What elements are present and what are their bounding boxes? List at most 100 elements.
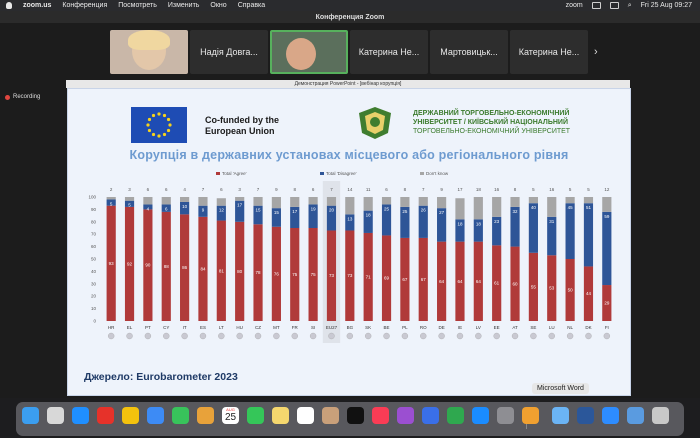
bar-segment (565, 203, 575, 259)
menu-app-name[interactable]: zoom.us (23, 2, 52, 9)
preview-icon[interactable] (552, 407, 569, 424)
zoom-status-icon[interactable]: zoom (565, 2, 583, 9)
y-tick-label: 70 (91, 232, 97, 237)
bar-value-label: 69 (384, 276, 390, 281)
zoom-icon[interactable] (602, 407, 619, 424)
launchpad-icon[interactable] (47, 407, 64, 424)
x-tick-label: SK (365, 325, 371, 330)
bar-value-label: 86 (182, 265, 188, 270)
messages-icon[interactable] (172, 407, 189, 424)
podcasts-icon[interactable] (397, 407, 414, 424)
share-window-title: Демонстрация PowerPoint - [вебінар коруп… (66, 80, 630, 88)
tv-icon[interactable] (347, 407, 364, 424)
settings-icon[interactable] (497, 407, 514, 424)
uni-line-2: УНІВЕРСИТЕТ / КИЇВСЬКИЙ НАЦІОНАЛЬНИЙ (413, 119, 568, 126)
mail-icon[interactable] (147, 407, 164, 424)
bar-value-label: 13 (347, 216, 353, 221)
bar-value-label: 75 (311, 272, 317, 277)
contacts-icon[interactable] (322, 407, 339, 424)
calendar-icon[interactable]: AUG 25 (222, 407, 239, 424)
apple-menu-icon[interactable] (6, 2, 12, 9)
x-tick-label: BE (384, 325, 390, 330)
bar-segment (345, 230, 355, 321)
y-tick-label: 40 (91, 269, 97, 274)
word-icon[interactable] (577, 407, 594, 424)
books-icon[interactable] (522, 407, 539, 424)
numbers-icon[interactable] (447, 407, 464, 424)
keynote-icon[interactable] (422, 407, 439, 424)
eu-star-icon (168, 123, 172, 127)
bar-value-label: 59 (604, 214, 610, 219)
finder-icon[interactable] (22, 407, 39, 424)
wifi-icon[interactable] (609, 2, 619, 9)
chrome-icon[interactable] (122, 407, 139, 424)
country-flag-icon (493, 332, 500, 340)
participant-tile-1[interactable] (110, 30, 188, 74)
bar-segment (326, 205, 337, 231)
bar-value-label: 64 (439, 279, 445, 284)
legend-swatch-dont-know (420, 172, 424, 175)
music-icon[interactable] (372, 407, 389, 424)
menu-item-view[interactable]: Посмотреть (118, 2, 157, 9)
x-tick-label: EU27 (326, 325, 338, 330)
menu-item-help[interactable]: Справка (237, 2, 266, 9)
battery-icon[interactable] (591, 2, 601, 9)
country-flag-icon (456, 332, 464, 340)
bar-value-label: 5 (110, 201, 113, 206)
bar-segment (161, 197, 171, 205)
x-tick-label: LV (476, 325, 481, 330)
legend-label-dont-know: Don't know (426, 171, 449, 176)
bar-value-label: 32 (513, 209, 519, 214)
bar-segment (400, 237, 410, 321)
bar-value-label: 50 (568, 288, 574, 293)
bar-segment (381, 197, 392, 205)
legend-swatch-agree (216, 172, 220, 175)
x-tick-label: HR (108, 325, 115, 330)
bar-segment (235, 200, 245, 222)
safari-icon[interactable] (72, 407, 89, 424)
eu-star-icon (157, 134, 161, 138)
participant-hair (128, 30, 170, 50)
participant-tile-6[interactable]: Катерина Не... (510, 30, 588, 74)
x-tick-label: PL (402, 325, 408, 330)
bar-segment (583, 197, 594, 204)
facetime-icon[interactable] (247, 407, 264, 424)
eu-star-icon (157, 112, 161, 116)
y-tick-label: 80 (91, 219, 97, 224)
bar-segment (455, 219, 465, 242)
participant-tile-5[interactable]: Мартовицьк... (430, 30, 508, 74)
dont-know-value-label: 3 (238, 187, 241, 192)
bar-segment (455, 198, 465, 220)
dont-know-value-label: 7 (202, 187, 205, 192)
participant-name: Катерина Не... (358, 47, 420, 57)
x-tick-label: RO (420, 325, 427, 330)
bar-segment (106, 197, 116, 200)
y-tick-label: 30 (91, 281, 97, 286)
appstore-icon[interactable] (472, 407, 489, 424)
next-page-arrow-icon[interactable]: › (594, 46, 598, 58)
menu-item-window[interactable]: Окно (210, 2, 227, 9)
bar-segment (180, 214, 190, 321)
bar-value-label: 17 (237, 203, 243, 208)
opera-icon[interactable] (97, 407, 114, 424)
participant-tile-2[interactable]: Надія Довга... (190, 30, 268, 74)
downloads-icon[interactable] (627, 407, 644, 424)
notes-icon[interactable] (272, 407, 289, 424)
bar-segment (492, 197, 502, 217)
bar-value-label: 6 (165, 206, 168, 211)
bar-segment (400, 206, 410, 238)
menu-item-edit[interactable]: Изменить (167, 2, 200, 9)
participant-tile-active-speaker[interactable] (270, 30, 348, 74)
menu-item-conference[interactable]: Конференция (62, 2, 108, 9)
photos-icon[interactable] (197, 407, 214, 424)
search-icon[interactable]: ⌕ (627, 1, 632, 9)
bar-segment (418, 237, 428, 321)
reminders-icon[interactable] (297, 407, 314, 424)
dont-know-value-label: 4 (183, 187, 186, 192)
bar-value-label: 29 (604, 301, 610, 306)
calendar-day-label: 25 (224, 412, 237, 423)
trash-icon[interactable] (652, 407, 669, 424)
participant-tile-4[interactable]: Катерина Не... (350, 30, 428, 74)
dont-know-value-label: 8 (293, 187, 296, 192)
menu-clock[interactable]: Fri 25 Aug 09:27 (640, 2, 692, 9)
